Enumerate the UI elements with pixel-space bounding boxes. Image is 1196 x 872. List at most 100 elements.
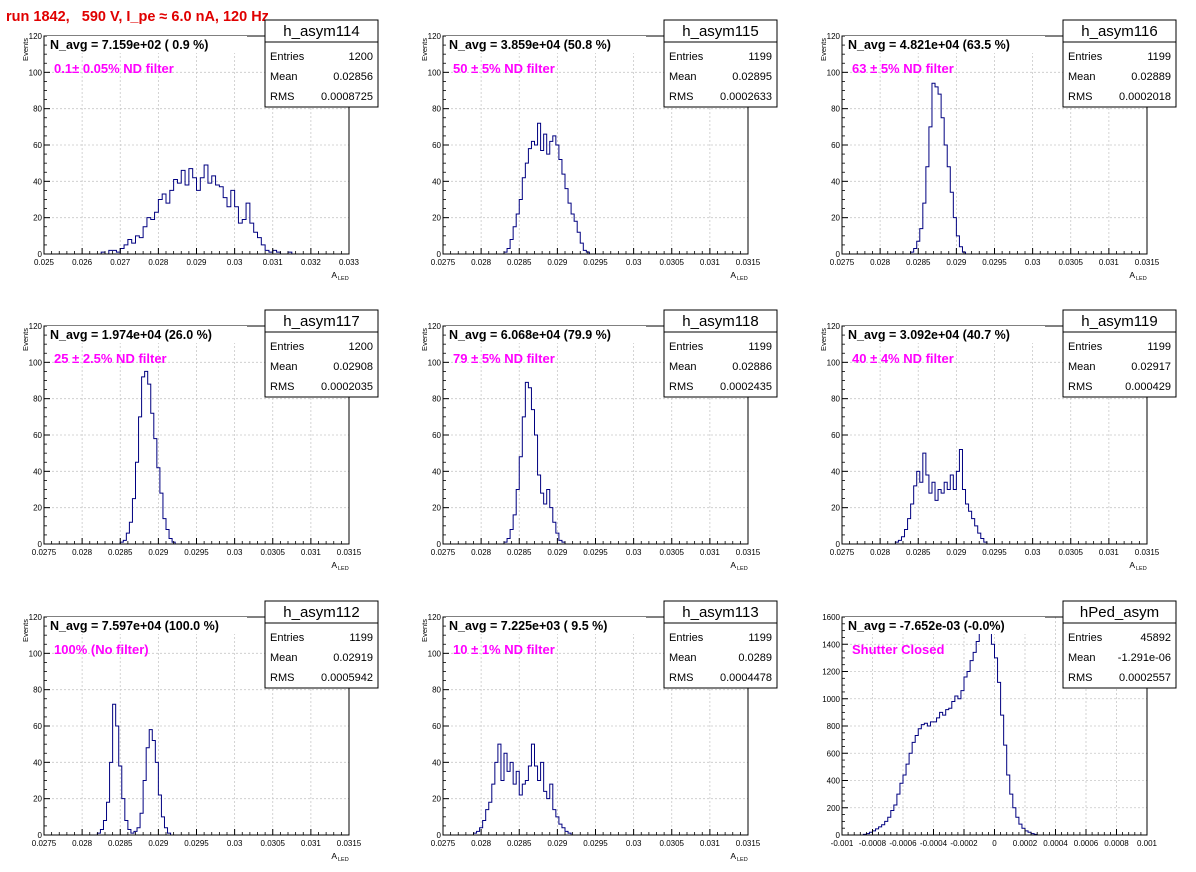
y-tick-label: 80 — [831, 395, 840, 404]
histogram-name: h_asym114 — [283, 23, 359, 40]
x-tick-label: 0.0275 — [431, 548, 456, 557]
x-tick-label: 0.031 — [263, 258, 284, 267]
x-tick-label: -0.001 — [831, 839, 854, 848]
y-tick-label: 800 — [827, 722, 841, 731]
x-axis-label: A — [331, 851, 337, 861]
y-tick-label: 1400 — [822, 640, 840, 649]
histogram-panel: 0.0275 0.028 0.0285 0.029 0.0295 0.03 0.0305 0.… — [21, 309, 379, 572]
y-tick-label: 1600 — [822, 613, 840, 622]
x-tick-label: 0.028 — [72, 839, 93, 848]
y-tick-label: 60 — [432, 722, 441, 731]
x-tick-label: -0.0006 — [889, 839, 917, 848]
stats-label: RMS — [270, 381, 294, 393]
y-tick-label: 80 — [432, 686, 441, 695]
x-tick-label: 0.0004 — [1043, 839, 1068, 848]
histogram-name: h_asym116 — [1081, 23, 1157, 40]
x-tick-label: 0.028 — [471, 548, 492, 557]
y-tick-label: 100 — [827, 68, 841, 77]
x-tick-label: 0.0315 — [337, 839, 362, 848]
x-tick-label: 0.03 — [227, 548, 243, 557]
filter-annotation: 40 ± 4% ND filter — [852, 351, 954, 366]
stats-label: Entries — [1068, 51, 1103, 63]
y-tick-label: 60 — [831, 431, 840, 440]
x-axis-label-subscript: LED — [737, 566, 748, 572]
stats-value: 0.0002018 — [1119, 91, 1171, 103]
y-tick-label: 20 — [432, 214, 441, 223]
histogram-title: N_avg = 7.159e+02 ( 0.9 %) — [50, 38, 208, 52]
y-tick-label: 120 — [827, 32, 841, 41]
x-tick-label: 0.0275 — [32, 839, 57, 848]
x-tick-label: 0.029 — [186, 258, 207, 267]
y-tick-label: 20 — [831, 214, 840, 223]
stats-label: Entries — [669, 632, 704, 644]
x-tick-label: 0.033 — [339, 258, 360, 267]
stats-box — [264, 309, 379, 398]
y-axis-label: Events — [420, 619, 429, 642]
stats-value: -1.291e-06 — [1118, 652, 1171, 664]
filter-annotation: 79 ± 5% ND filter — [453, 351, 555, 366]
histogram-title: N_avg = 7.225e+03 ( 9.5 %) — [449, 619, 607, 633]
stats-label: Entries — [669, 51, 704, 63]
x-tick-label: 0.03 — [1025, 548, 1041, 557]
x-axis-label: A — [1129, 560, 1135, 570]
stats-label: Mean — [1068, 71, 1096, 83]
x-tick-label: 0.029 — [148, 839, 169, 848]
histogram-panel: 0.0275 0.028 0.0285 0.029 0.0295 0.03 0.0305 0.… — [420, 600, 778, 863]
y-tick-label: 40 — [33, 177, 42, 186]
y-tick-label: 20 — [33, 214, 42, 223]
stats-value: 0.0002435 — [720, 381, 772, 393]
y-tick-label: 100 — [428, 358, 442, 367]
y-tick-label: 80 — [432, 105, 441, 114]
x-tick-label: 0.031 — [700, 548, 721, 557]
x-tick-label: 0.03 — [227, 258, 243, 267]
x-tick-label: 0.031 — [301, 839, 322, 848]
y-tick-label: 80 — [831, 105, 840, 114]
stats-label: Mean — [1068, 361, 1096, 373]
stats-value: 0.02856 — [333, 71, 373, 83]
y-tick-label: 0 — [836, 540, 841, 549]
x-tick-label: 0.03 — [227, 839, 243, 848]
histogram-line — [473, 743, 572, 835]
x-tick-label: 0.03 — [1025, 258, 1041, 267]
y-tick-label: 20 — [432, 795, 441, 804]
y-tick-label: 120 — [29, 613, 43, 622]
x-axis-label-subscript: LED — [338, 276, 349, 282]
filter-annotation: 25 ± 2.5% ND filter — [54, 351, 167, 366]
histogram-panel: 0.025 0.026 0.027 0.028 0.029 0.03 0.031 0.032 0… — [21, 19, 379, 282]
stats-label: RMS — [669, 672, 693, 684]
stats-label: Entries — [669, 341, 704, 353]
x-tick-label: 0.0315 — [1135, 258, 1160, 267]
x-tick-label: 0.0305 — [261, 548, 286, 557]
x-tick-label: 0.0285 — [507, 839, 532, 848]
stats-box — [663, 19, 778, 108]
filter-annotation: 0.1± 0.05% ND filter — [54, 61, 174, 76]
histogram-line — [910, 82, 967, 254]
y-tick-label: 60 — [33, 722, 42, 731]
histogram-name: h_asym112 — [283, 604, 359, 621]
x-tick-label: 0.001 — [1137, 839, 1158, 848]
stats-label: RMS — [1068, 381, 1092, 393]
x-tick-label: 0.0275 — [830, 258, 855, 267]
x-tick-label: 0.0315 — [736, 548, 761, 557]
x-tick-label: 0.028 — [870, 258, 891, 267]
stats-value: 1199 — [748, 341, 772, 353]
x-tick-label: 0.031 — [700, 839, 721, 848]
y-tick-label: 120 — [29, 322, 43, 331]
y-axis-label: Events — [21, 38, 30, 61]
y-tick-label: 100 — [29, 358, 43, 367]
title-background — [845, 617, 1045, 634]
x-tick-label: 0.0315 — [736, 258, 761, 267]
y-tick-label: 200 — [827, 804, 841, 813]
x-tick-label: 0.0275 — [830, 548, 855, 557]
histogram-name: h_asym118 — [682, 313, 758, 330]
x-axis-label: A — [331, 270, 337, 280]
histogram-line — [100, 164, 293, 255]
x-axis-label: A — [1129, 270, 1135, 280]
filter-annotation: 50 ± 5% ND filter — [453, 61, 555, 76]
histogram-panel: 0.0275 0.028 0.0285 0.029 0.0295 0.03 0.0305 0.… — [819, 19, 1177, 282]
y-tick-label: 40 — [432, 758, 441, 767]
stats-value: 0.0004478 — [720, 672, 772, 684]
x-tick-label: 0.03 — [626, 258, 642, 267]
x-tick-label: 0.029 — [547, 258, 568, 267]
y-tick-label: 0 — [836, 831, 841, 840]
